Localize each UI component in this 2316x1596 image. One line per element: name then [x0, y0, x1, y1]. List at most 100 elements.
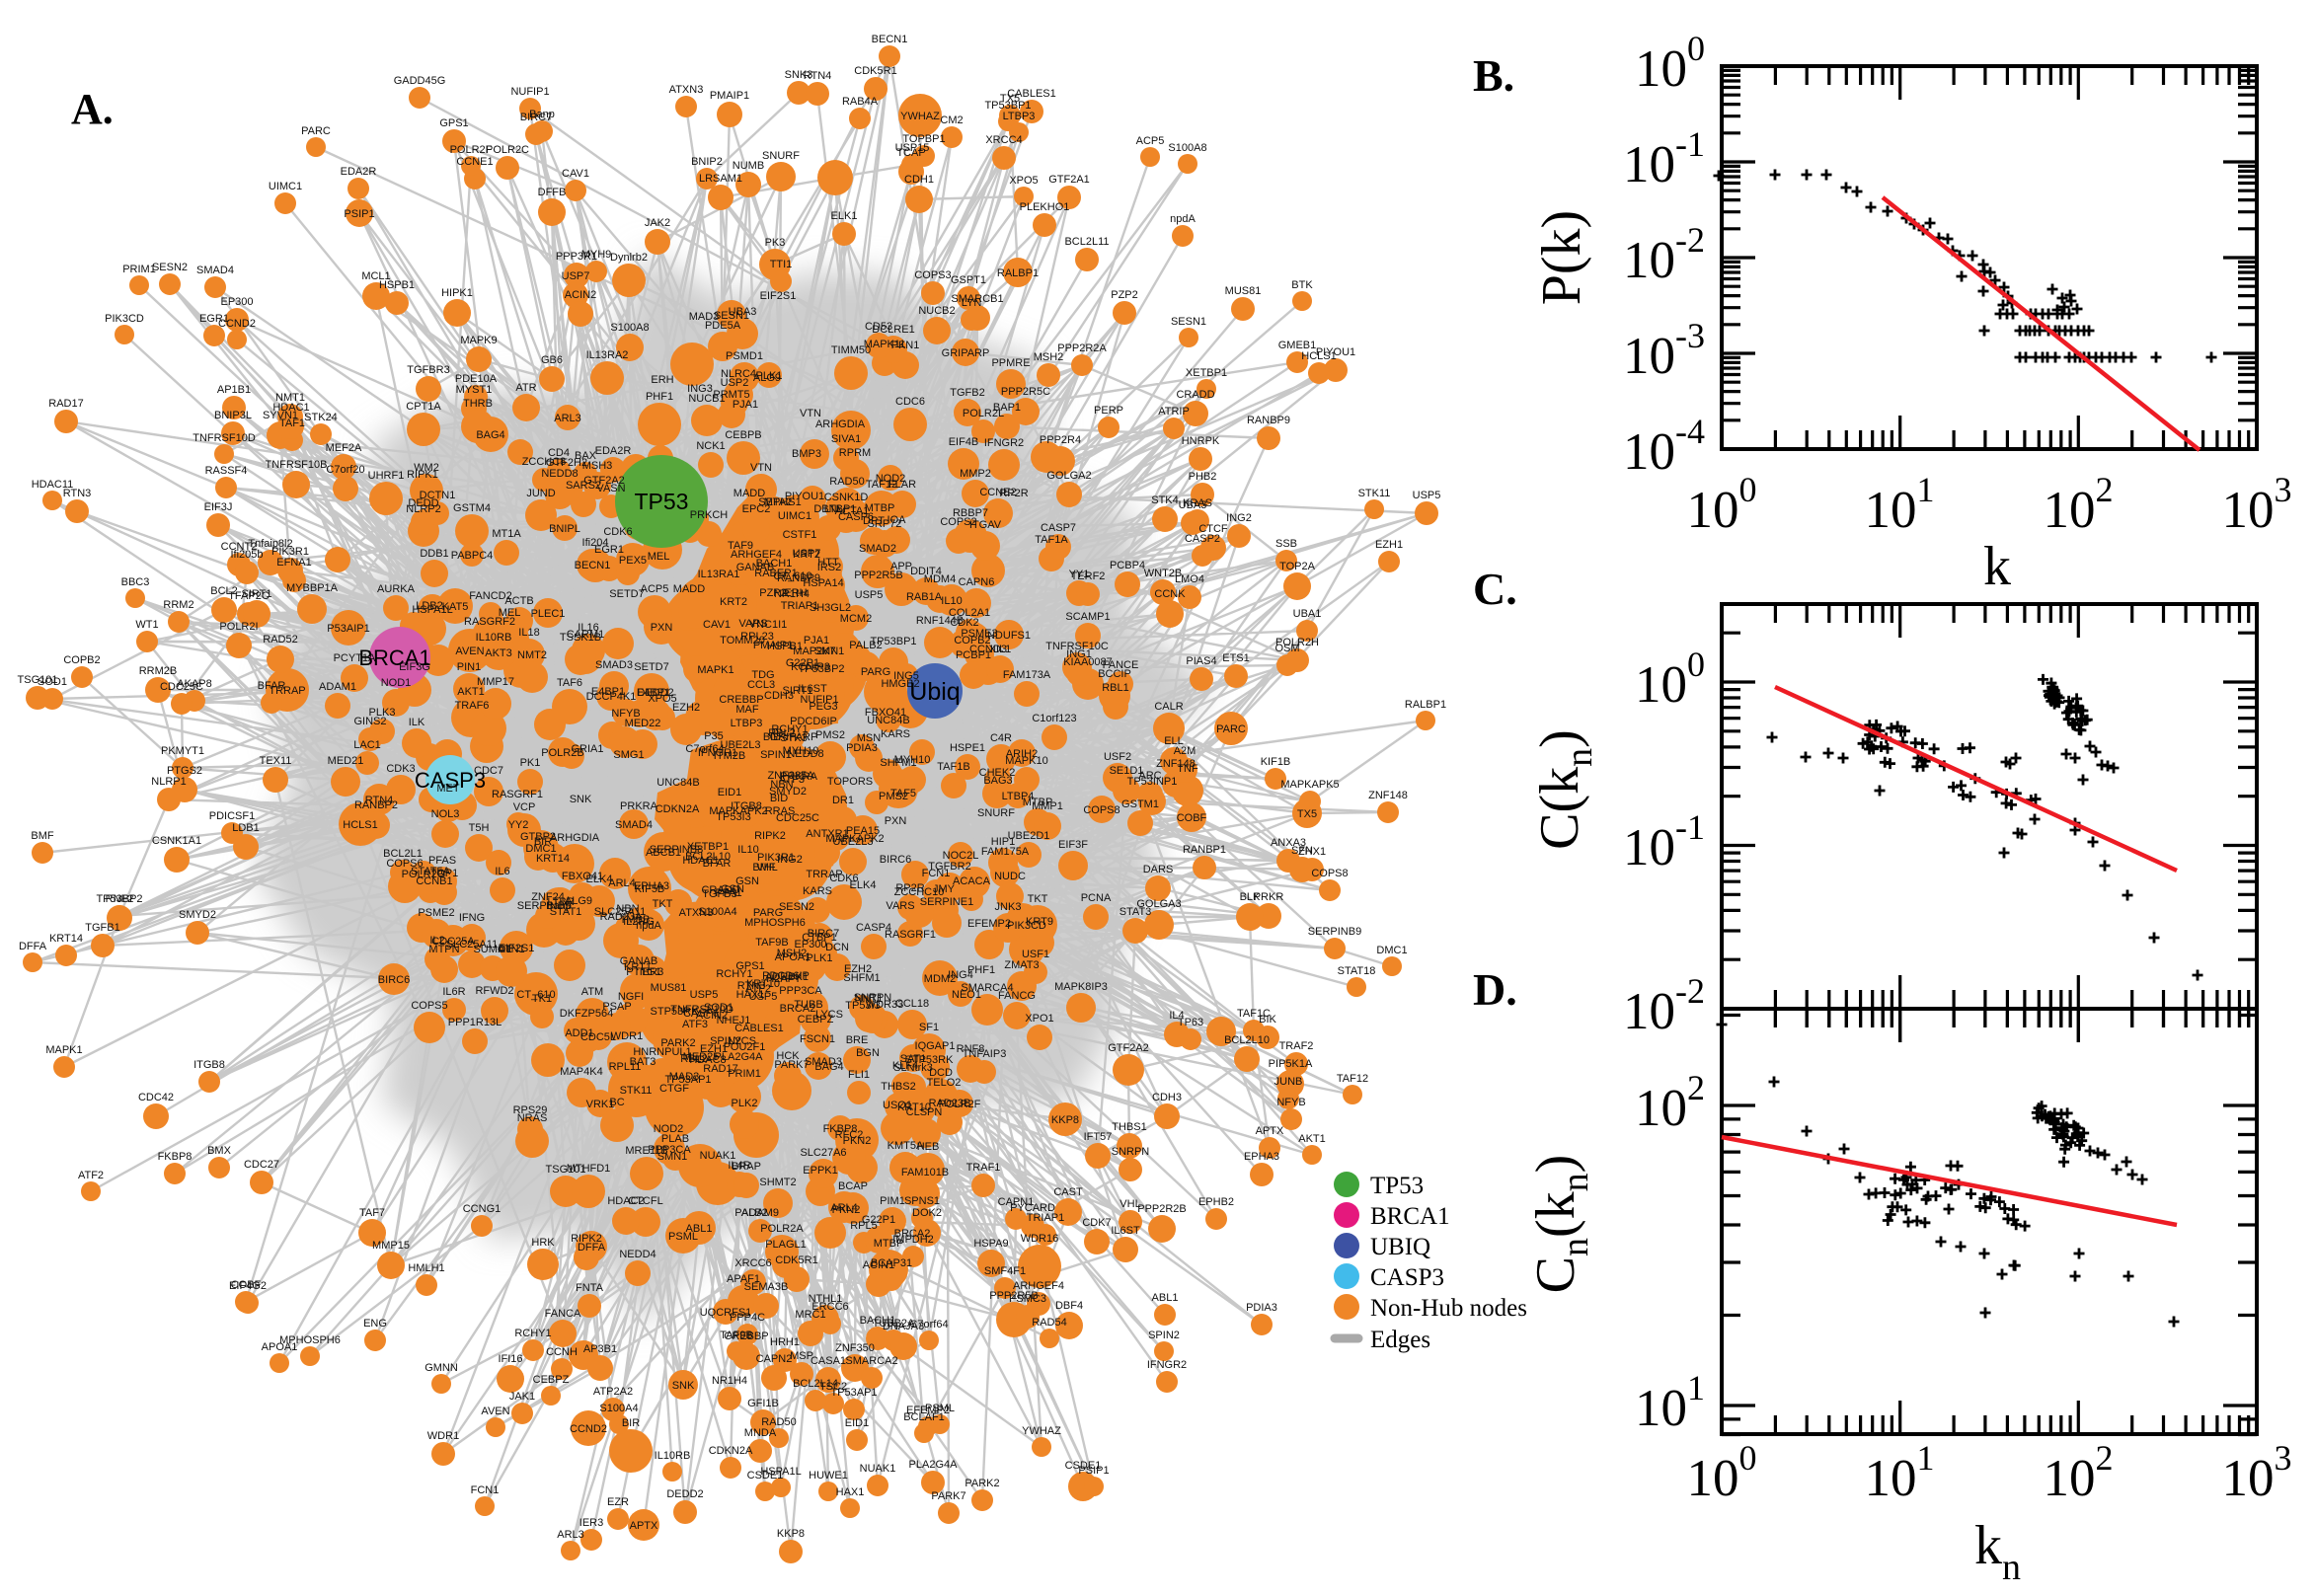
svg-text:GTF2A1: GTF2A1 — [1048, 174, 1090, 186]
svg-text:TCAP: TCAP — [896, 147, 925, 159]
svg-text:RCHY1: RCHY1 — [771, 723, 808, 735]
svg-text:IER3: IER3 — [640, 966, 663, 978]
svg-text:BMF: BMF — [752, 862, 776, 874]
svg-text:AURKA: AURKA — [377, 583, 416, 595]
svg-text:PLAB: PLAB — [661, 1133, 689, 1145]
svg-text:PJA1: PJA1 — [733, 399, 758, 411]
svg-text:GINS2: GINS2 — [353, 716, 386, 727]
svg-text:PKMYT1: PKMYT1 — [161, 745, 204, 757]
svg-text:NOL3: NOL3 — [431, 808, 460, 820]
svg-text:CABLES1: CABLES1 — [734, 1023, 784, 1034]
svg-text:VTN: VTN — [750, 462, 772, 474]
svg-text:NOD2: NOD2 — [876, 473, 906, 485]
svg-text:S100A4: S100A4 — [599, 1403, 638, 1414]
svg-text:BMF: BMF — [31, 830, 54, 842]
svg-text:HMLH1: HMLH1 — [408, 1262, 444, 1274]
svg-text:HSPA1L: HSPA1L — [412, 604, 452, 616]
svg-text:ITGB8: ITGB8 — [731, 800, 762, 812]
svg-text:RNF144B: RNF144B — [916, 615, 964, 627]
svg-text:TRRAP: TRRAP — [269, 685, 305, 697]
svg-text:AP3B1: AP3B1 — [583, 1343, 617, 1355]
svg-text:BCAP: BCAP — [838, 1180, 868, 1192]
svg-text:MTBP: MTBP — [874, 1238, 904, 1250]
svg-text:TAF1C: TAF1C — [1237, 1008, 1271, 1020]
svg-text:FSCN1: FSCN1 — [800, 1033, 835, 1045]
svg-text:LMO4: LMO4 — [1175, 573, 1204, 585]
svg-text:THBS1: THBS1 — [1112, 1121, 1146, 1133]
svg-text:A2M: A2M — [1174, 745, 1197, 757]
svg-text:AKT3: AKT3 — [485, 647, 512, 659]
svg-text:PRMT5: PRMT5 — [713, 389, 749, 401]
svg-text:RAB4A: RAB4A — [842, 96, 879, 108]
svg-text:ZNF148: ZNF148 — [1368, 790, 1408, 801]
svg-text:PDCD6IP: PDCD6IP — [762, 970, 810, 982]
svg-text:TAF1A: TAF1A — [1035, 534, 1068, 546]
svg-text:MTPN: MTPN — [428, 944, 459, 955]
svg-text:USP5: USP5 — [855, 589, 884, 601]
svg-text:TNF: TNF — [1177, 763, 1198, 775]
svg-text:KCNIP3: KCNIP3 — [791, 661, 830, 673]
svg-text:ERCC6: ERCC6 — [811, 1301, 848, 1313]
svg-text:PLK1: PLK1 — [807, 952, 833, 964]
svg-text:SERPINB9: SERPINB9 — [517, 900, 571, 912]
svg-text:TP53AP1: TP53AP1 — [830, 1387, 877, 1399]
svg-text:AVEN: AVEN — [455, 646, 484, 657]
svg-text:10-3: 10-3 — [1623, 316, 1705, 385]
svg-text:FAM173A: FAM173A — [1003, 669, 1051, 681]
svg-text:ADRBK1: ADRBK1 — [765, 971, 809, 983]
svg-text:TAF9B: TAF9B — [755, 937, 788, 949]
svg-text:CDK3: CDK3 — [386, 763, 415, 775]
svg-text:DDB1: DDB1 — [420, 548, 448, 560]
svg-text:Non-Hub nodes: Non-Hub nodes — [1370, 1295, 1527, 1322]
svg-text:PPP1R13L: PPP1R13L — [448, 1017, 502, 1028]
svg-text:ZCCHC8: ZCCHC8 — [522, 456, 567, 468]
svg-text:POLR2C: POLR2C — [486, 144, 529, 156]
svg-text:BMP3: BMP3 — [792, 448, 821, 460]
svg-text:BIR: BIR — [622, 1417, 640, 1429]
svg-text:LTBP3: LTBP3 — [731, 718, 763, 729]
svg-text:XRCC6: XRCC6 — [734, 1257, 771, 1269]
svg-text:BAX: BAX — [575, 450, 597, 462]
svg-text:DDIT4: DDIT4 — [910, 566, 942, 577]
svg-text:LDB2: LDB2 — [416, 600, 443, 612]
svg-text:UBE2L3: UBE2L3 — [833, 836, 874, 848]
svg-text:ADAM1: ADAM1 — [319, 681, 356, 693]
svg-text:MET: MET — [436, 783, 460, 795]
svg-text:TOP1: TOP1 — [430, 868, 459, 879]
svg-text:MSH2: MSH2 — [777, 948, 808, 959]
svg-text:ERH: ERH — [651, 374, 673, 386]
svg-text:SFN: SFN — [1291, 845, 1313, 857]
svg-text:CCL3: CCL3 — [747, 679, 775, 691]
svg-text:SNK: SNK — [672, 1380, 695, 1392]
svg-text:GRIPARP: GRIPARP — [942, 347, 990, 359]
svg-text:IRS2: IRS2 — [817, 562, 841, 573]
svg-text:EIF3F: EIF3F — [1058, 839, 1088, 851]
svg-text:E4BP1: E4BP1 — [637, 687, 670, 699]
svg-text:STK11: STK11 — [620, 1085, 653, 1097]
svg-text:XPO5: XPO5 — [1009, 175, 1038, 187]
svg-text:THBS2: THBS2 — [881, 1081, 915, 1093]
svg-text:TNFRSF10D: TNFRSF10D — [670, 1004, 733, 1016]
svg-text:MYH10: MYH10 — [783, 745, 819, 757]
svg-text:TDG: TDG — [751, 669, 774, 681]
svg-text:SMAD3: SMAD3 — [595, 659, 633, 671]
svg-text:BRCA2: BRCA2 — [780, 1003, 816, 1015]
svg-text:GPS1: GPS1 — [439, 117, 468, 129]
svg-text:SYVN1: SYVN1 — [263, 410, 298, 421]
svg-text:SPIN2: SPIN2 — [710, 1035, 741, 1047]
svg-text:CARM1: CARM1 — [567, 629, 605, 641]
svg-text:NFYB: NFYB — [611, 708, 640, 720]
svg-text:FLI1: FLI1 — [848, 1069, 870, 1081]
svg-text:COBF: COBF — [1177, 812, 1207, 824]
svg-text:FANCA: FANCA — [545, 1308, 581, 1320]
svg-text:PIYOU1: PIYOU1 — [1316, 346, 1355, 358]
svg-text:npdA: npdA — [1170, 213, 1196, 225]
svg-text:SMYD2: SMYD2 — [179, 909, 216, 921]
svg-text:USP5: USP5 — [1413, 490, 1441, 501]
svg-text:PIK3R1: PIK3R1 — [271, 546, 309, 558]
svg-text:MTBP: MTBP — [865, 502, 895, 514]
svg-text:OSM: OSM — [1274, 643, 1299, 654]
svg-text:ARC: ARC — [1138, 770, 1161, 782]
svg-text:PPP2R2B: PPP2R2B — [1137, 1203, 1187, 1215]
svg-text:CT_610: CT_610 — [516, 989, 555, 1001]
